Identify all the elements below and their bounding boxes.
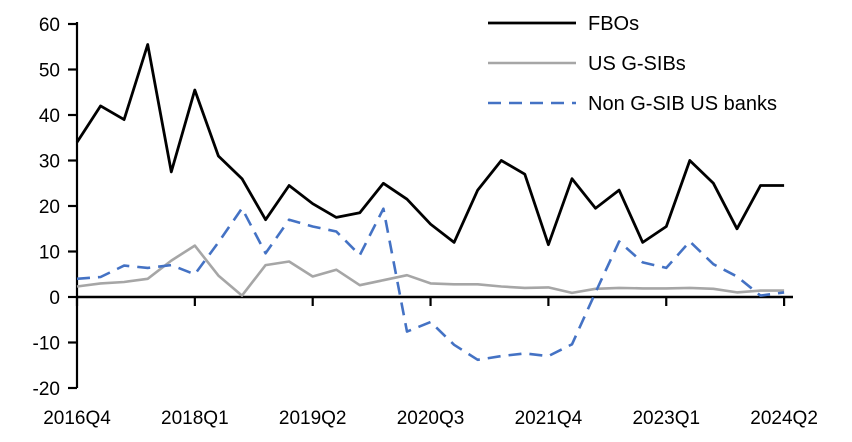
y-axis-tick-label: 50 [39, 61, 60, 82]
series-line-0 [75, 43, 785, 247]
x-axis-tick-label: 2018Q1 [161, 408, 229, 429]
x-axis-tick-label: 2023Q1 [632, 408, 700, 429]
y-axis-tick-label: 0 [49, 288, 60, 309]
legend-label-us-gsibs: US G-SIBs [588, 53, 686, 75]
y-axis-tick-label: -20 [33, 379, 60, 400]
y-axis-tick-label: 30 [39, 152, 60, 173]
y-axis-tick-label: 60 [39, 15, 60, 36]
series-line-1 [76, 244, 785, 297]
x-axis-tick-label: 2016Q4 [43, 408, 111, 429]
x-axis-tick-label: 2024Q2 [750, 408, 818, 429]
x-axis-tick-label: 2020Q3 [397, 408, 465, 429]
series-lines [75, 43, 785, 362]
axes: 60 50 40 30 20 10 0 -10 -20 2016Q4 2018Q1 2019Q2 202… [33, 15, 818, 429]
legend-label-fbos: FBOs [588, 13, 639, 35]
legend: FBOs US G-SIBs Non G-SIB US banks [488, 13, 777, 115]
series-line-2 [76, 207, 785, 362]
y-axis-tick-label: -10 [33, 334, 60, 355]
y-axis-tick-label: 20 [39, 197, 60, 218]
legend-label-non-gsib-us-banks: Non G-SIB US banks [588, 93, 777, 115]
y-axis-tick-label: 40 [39, 106, 60, 127]
x-axis-tick-label: 2021Q4 [515, 408, 583, 429]
x-axis-tick-label: 2019Q2 [279, 408, 347, 429]
y-axis-tick-label: 10 [39, 243, 60, 264]
